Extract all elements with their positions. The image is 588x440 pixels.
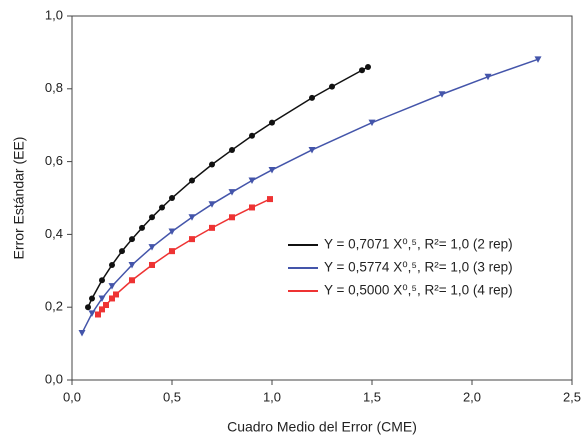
y-tick-label: 0,4: [45, 226, 63, 241]
point: [113, 291, 119, 298]
point: [149, 261, 155, 268]
point: [308, 146, 316, 154]
point: [109, 295, 115, 302]
point: [267, 196, 273, 203]
point: [109, 261, 115, 268]
point: [209, 224, 215, 231]
legend-text: Y = 0,5774 X⁰,⁵, R²= 1,0 (3 rep): [324, 260, 513, 275]
point: [438, 91, 446, 98]
plot-frame: [71, 15, 573, 381]
point: [89, 295, 95, 302]
point: [95, 311, 101, 318]
x-tick-label: 1,5: [363, 389, 381, 404]
point: [119, 248, 125, 255]
point: [329, 83, 335, 90]
x-tick-label: 2,5: [563, 389, 581, 404]
point: [268, 166, 276, 174]
point: [359, 67, 365, 74]
x-tick-label: 0,0: [63, 389, 81, 404]
point: [484, 73, 492, 81]
legend-text: Y = 0,5000 X⁰,⁵, R²= 1,0 (4 rep): [324, 283, 513, 298]
point: [229, 214, 235, 221]
legend-text: Y = 0,7071 X⁰,⁵, R²= 1,0 (2 rep): [324, 237, 513, 252]
x-tick-label: 2,0: [463, 389, 481, 404]
point: [368, 119, 376, 127]
point: [188, 214, 196, 221]
y-tick-label: 0,2: [45, 299, 63, 314]
point: [148, 244, 156, 251]
point: [269, 119, 275, 126]
point: [189, 236, 195, 243]
point: [534, 56, 542, 63]
x-axis-title: Cuadro Medio del Error (CME): [227, 419, 417, 435]
y-tick-label: 0,0: [45, 371, 63, 386]
point: [229, 146, 235, 153]
point: [189, 177, 195, 184]
point: [108, 283, 116, 290]
x-tick-label: 0,5: [163, 389, 181, 404]
point: [248, 177, 256, 185]
point: [365, 63, 371, 70]
point: [209, 161, 215, 168]
point: [85, 304, 91, 311]
point: [128, 261, 136, 269]
point: [88, 310, 96, 317]
series-line: [97, 198, 271, 315]
point: [139, 224, 145, 231]
point: [149, 214, 155, 221]
point: [249, 132, 255, 139]
point: [159, 204, 165, 211]
x-tick-label: 1,0: [263, 389, 281, 404]
point: [78, 330, 86, 337]
point: [99, 306, 105, 313]
point: [168, 228, 176, 235]
point: [103, 302, 109, 309]
y-tick-label: 0,8: [45, 80, 63, 95]
point: [98, 295, 106, 302]
point: [169, 248, 175, 255]
point: [228, 189, 236, 196]
point: [208, 201, 216, 208]
y-tick-label: 1,0: [45, 7, 63, 22]
point: [129, 236, 135, 243]
point: [249, 204, 255, 211]
y-tick-label: 0,6: [45, 153, 63, 168]
point: [99, 277, 105, 284]
point: [309, 94, 315, 101]
y-axis-title: Error Estándar (EE): [11, 137, 27, 260]
point: [129, 277, 135, 284]
point: [169, 195, 175, 201]
